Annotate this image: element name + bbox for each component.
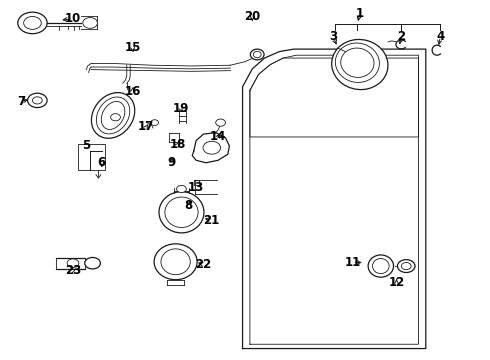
Ellipse shape (335, 43, 379, 82)
Ellipse shape (165, 197, 198, 228)
Circle shape (32, 97, 42, 104)
Text: 23: 23 (65, 264, 81, 277)
Ellipse shape (92, 93, 135, 138)
Circle shape (27, 93, 47, 108)
Ellipse shape (250, 49, 264, 60)
Ellipse shape (97, 97, 130, 134)
Text: 1: 1 (356, 7, 364, 20)
Text: 13: 13 (188, 181, 204, 194)
Circle shape (111, 114, 121, 121)
Text: 4: 4 (436, 30, 444, 43)
Ellipse shape (372, 258, 389, 274)
Text: 9: 9 (168, 156, 176, 169)
Text: 5: 5 (82, 139, 90, 152)
Text: 8: 8 (185, 199, 193, 212)
Text: 2: 2 (397, 30, 405, 43)
Ellipse shape (159, 192, 204, 233)
Text: 6: 6 (98, 156, 106, 169)
Ellipse shape (332, 40, 388, 90)
Circle shape (83, 18, 98, 28)
Text: 19: 19 (172, 102, 189, 115)
Text: 7: 7 (17, 95, 25, 108)
Circle shape (401, 262, 411, 270)
Text: 3: 3 (329, 30, 337, 43)
Ellipse shape (101, 102, 125, 130)
Circle shape (18, 12, 47, 34)
Circle shape (176, 185, 186, 193)
Circle shape (216, 119, 225, 126)
Text: 17: 17 (138, 121, 154, 134)
Ellipse shape (368, 255, 393, 277)
Ellipse shape (341, 48, 374, 77)
Text: 21: 21 (203, 214, 219, 227)
Circle shape (24, 17, 41, 30)
Text: 18: 18 (170, 138, 186, 151)
Text: 14: 14 (210, 130, 226, 144)
Text: 10: 10 (65, 12, 81, 25)
Text: 20: 20 (244, 10, 261, 23)
FancyBboxPatch shape (78, 144, 105, 170)
Circle shape (67, 259, 79, 267)
Circle shape (397, 260, 415, 273)
Circle shape (85, 257, 100, 269)
Ellipse shape (154, 244, 197, 280)
Circle shape (203, 141, 220, 154)
Text: 22: 22 (196, 258, 212, 271)
Text: 12: 12 (389, 276, 405, 289)
Text: 11: 11 (344, 256, 361, 269)
Text: 15: 15 (124, 41, 141, 54)
Ellipse shape (253, 51, 261, 58)
Text: 16: 16 (124, 85, 141, 98)
Circle shape (151, 120, 159, 126)
Ellipse shape (161, 249, 190, 275)
